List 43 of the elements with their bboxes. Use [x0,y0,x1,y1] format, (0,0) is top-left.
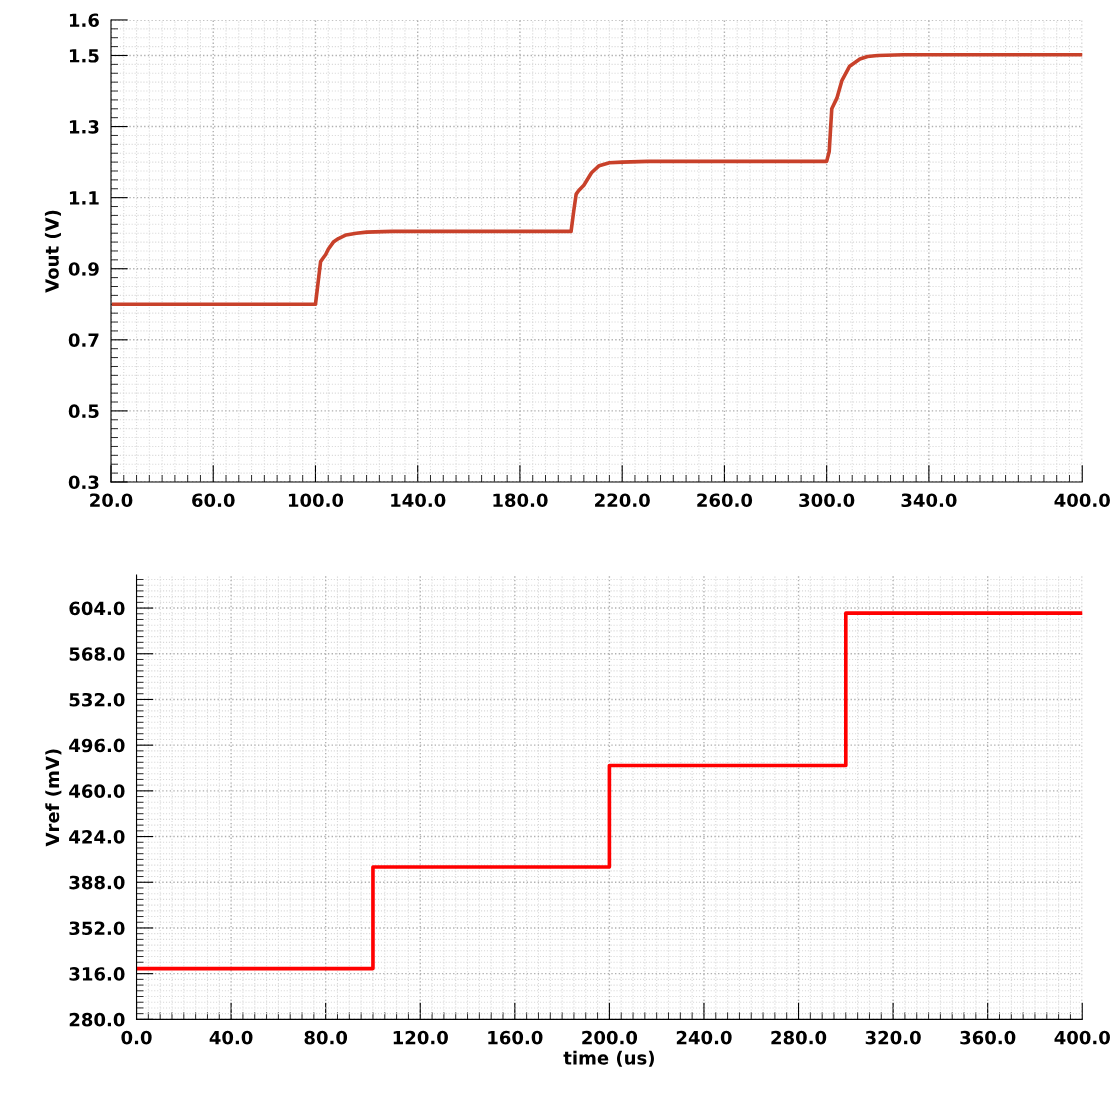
y-tick-label: 316.0 [69,967,125,981]
y-tick-label: 568.0 [69,647,125,661]
y-tick-label: 532.0 [69,692,125,707]
y-tick-label: 0.9 [68,262,99,276]
x-tick-label: 40.0 [209,1030,253,1045]
x-tick-label: 340.0 [901,493,957,508]
x-tick-label: 180.0 [493,493,548,508]
y-axis-title: Vref (mV) [45,749,62,847]
x-tick-label: 160.0 [488,1030,543,1045]
x-tick-label: 140.0 [391,493,446,508]
x-tick-label: 20.0 [90,493,133,508]
x-tick-label: 240.0 [676,1030,732,1045]
y-tick-label: 0.5 [68,404,99,419]
y-tick-label: 460.0 [69,784,125,798]
x-tick-label: 400.0 [1054,1030,1110,1045]
x-tick-label: 300.0 [799,493,855,508]
x-tick-label: 260.0 [697,493,753,508]
y-tick-label: 280.0 [69,1012,125,1027]
y-tick-label: 0.3 [68,475,99,490]
y-tick-label: 0.7 [68,333,99,347]
y-tick-label: 1.5 [69,49,99,63]
x-tick-label: 400.0 [1054,493,1110,508]
x-tick-label: 200.0 [582,1030,638,1045]
x-tick-label: 60.0 [192,493,235,508]
y-tick-label: 1.3 [69,120,99,134]
x-tick-label: 360.0 [960,1030,1016,1045]
x-tick-label: 120.0 [393,1030,448,1045]
y-tick-label: 1.6 [69,13,99,28]
x-tick-label: 220.0 [595,493,650,508]
x-tick-label: 320.0 [865,1030,921,1045]
y-tick-label: 352.0 [69,921,125,936]
x-tick-label: 0.0 [121,1030,152,1045]
y-axis-title: Vout (V) [44,210,61,293]
x-tick-label: 100.0 [288,493,344,508]
x-axis-title: time (us) [563,1050,654,1067]
line-series [111,52,1083,307]
y-tick-label: 424.0 [69,830,125,844]
x-tick-label: 280.0 [771,1030,827,1045]
y-tick-label: 496.0 [69,738,125,753]
y-tick-label: 1.1 [69,191,99,205]
y-tick-label: 604.0 [69,601,125,616]
x-tick-label: 80.0 [304,1030,348,1045]
y-tick-label: 388.0 [69,875,125,890]
